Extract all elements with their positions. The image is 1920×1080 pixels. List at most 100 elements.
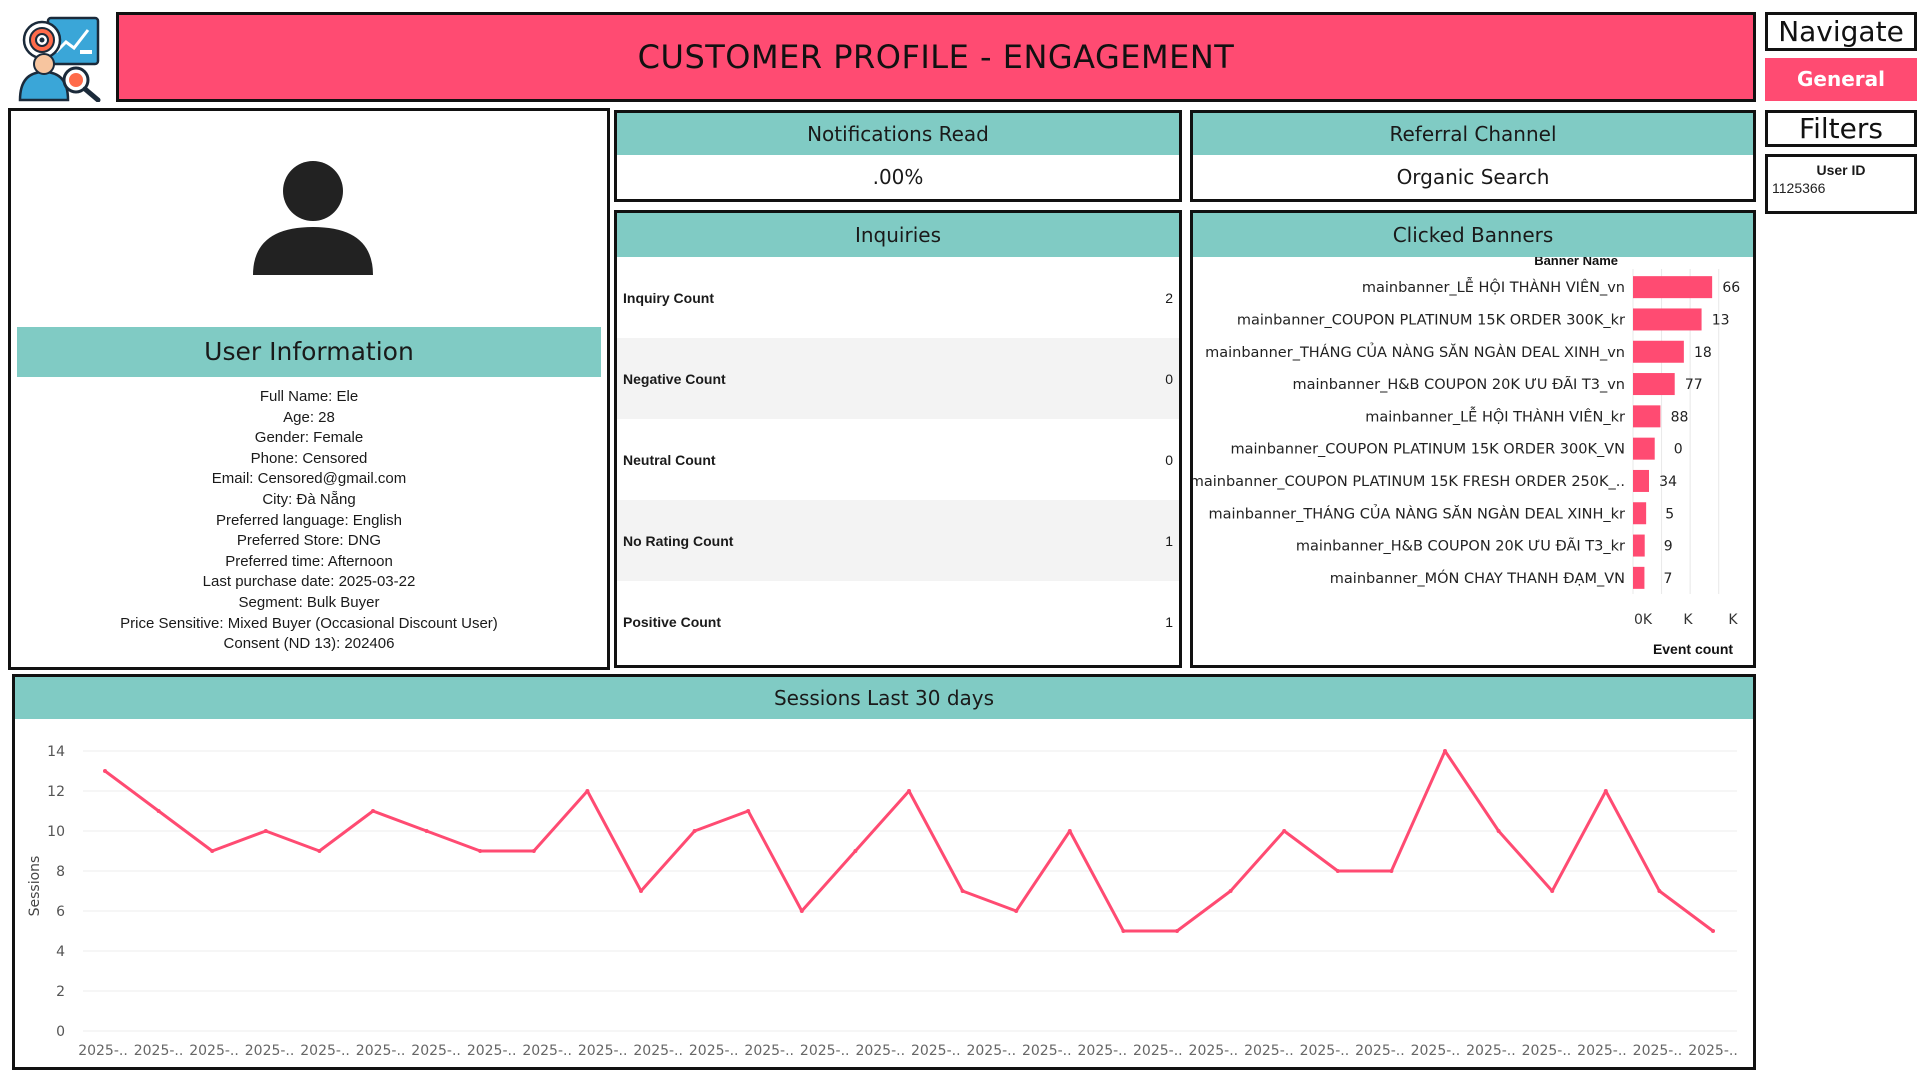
sessions-series-line[interactable] — [104, 749, 1714, 933]
sessions-point[interactable] — [639, 889, 643, 893]
banner-bar[interactable] — [1633, 405, 1661, 428]
sessions-point[interactable] — [746, 809, 751, 813]
sessions-x-tick-label: 2025-.. — [134, 1043, 184, 1059]
user-info-line: Full Name: Ele — [259, 388, 359, 405]
banner-value-label: 34 — [1659, 474, 1677, 490]
general-nav-button[interactable]: General — [1765, 58, 1917, 101]
table-row[interactable]: Positive Count 1 — [617, 581, 1179, 662]
inquiry-count-label: Inquiry Count — [623, 289, 714, 306]
sessions-title: Sessions Last 30 days — [15, 677, 1753, 719]
sessions-x-tick-label: 2025-.. — [578, 1043, 628, 1059]
sessions-point[interactable] — [1389, 869, 1394, 873]
banner-value-label: 66 — [1722, 280, 1740, 296]
sessions-point[interactable] — [1335, 869, 1340, 873]
sessions-point[interactable] — [156, 809, 161, 813]
sessions-point[interactable] — [692, 829, 697, 833]
sessions-point[interactable] — [424, 829, 429, 833]
sessions-x-tick-label: 2025-.. — [1244, 1043, 1294, 1059]
banner-bar[interactable] — [1633, 534, 1645, 557]
sessions-point[interactable] — [371, 809, 375, 813]
user-id-value[interactable]: 1125366 — [1772, 180, 1826, 196]
banner-bar[interactable] — [1633, 469, 1649, 492]
positive-count-label: Positive Count — [623, 613, 722, 630]
sessions-x-tick-label: 2025-.. — [78, 1043, 128, 1059]
sessions-point[interactable] — [1496, 829, 1501, 833]
user-info-line: City: Đà Nẵng — [262, 490, 356, 508]
user-info-line: Phone: Censored — [250, 449, 368, 467]
neutral-count-label: Neutral Count — [623, 451, 716, 468]
sessions-point[interactable] — [210, 849, 215, 853]
sessions-point[interactable] — [1121, 929, 1126, 933]
sessions-x-tick-label: 2025-.. — [1078, 1043, 1128, 1059]
sessions-point[interactable] — [1175, 929, 1179, 933]
sessions-x-tick-label: 2025-.. — [1189, 1043, 1239, 1059]
no-rating-count-label: No Rating Count — [623, 532, 734, 549]
banner-bar[interactable] — [1633, 340, 1684, 363]
notifications-read-card: Notifications Read .00% — [614, 110, 1182, 202]
sessions-x-tick-label: 2025-.. — [633, 1043, 683, 1059]
filters-heading: Filters — [1765, 110, 1917, 147]
title-banner: CUSTOMER PROFILE - ENGAGEMENT — [116, 12, 1756, 102]
sessions-point[interactable] — [478, 849, 483, 853]
sessions-point[interactable] — [531, 849, 536, 853]
positive-count-value: 1 — [1165, 613, 1173, 630]
sessions-point[interactable] — [1282, 829, 1287, 833]
banner-value-label: 7 — [1664, 571, 1673, 587]
banner-bar[interactable] — [1633, 373, 1675, 396]
user-info-list: Full Name: Ele Age: 28 Gender: Female Ph… — [11, 387, 607, 655]
referral-channel-card: Referral Channel Organic Search — [1190, 110, 1756, 202]
banner-category-label: mainbanner_COUPON PLATINUM 15K ORDER 300… — [1230, 442, 1625, 458]
user-info-line: Price Sensitive: Mixed Buyer (Occasional… — [120, 614, 498, 632]
user-info-line: Preferred Store: DNG — [236, 532, 382, 550]
sessions-x-tick-label: 2025-.. — [800, 1043, 850, 1059]
banner-bar[interactable] — [1633, 502, 1647, 525]
banner-axis-title: Banner Name — [1534, 257, 1618, 268]
user-info-line: Last purchase date: 2025-03-22 — [202, 573, 416, 591]
table-row[interactable]: Neutral Count 0 — [617, 419, 1179, 500]
table-row[interactable]: Inquiry Count 2 — [617, 257, 1179, 338]
banner-value-label: 88 — [1671, 409, 1689, 425]
sessions-point[interactable] — [960, 889, 965, 893]
user-info-panel: User Information Full Name: Ele Age: 28 … — [8, 108, 610, 670]
sessions-x-tick-label: 2025-.. — [1577, 1043, 1627, 1059]
table-row[interactable]: Negative Count 0 — [617, 338, 1179, 419]
banner-bar[interactable] — [1633, 308, 1702, 331]
sessions-point[interactable] — [1014, 909, 1019, 913]
sessions-point[interactable] — [317, 849, 322, 853]
sessions-point[interactable] — [585, 789, 590, 793]
sessions-point[interactable] — [907, 789, 911, 793]
sessions-point[interactable] — [103, 769, 107, 773]
sessions-point[interactable] — [1443, 749, 1447, 753]
user-info-line: Consent (ND 13): 202406 — [223, 635, 395, 653]
clicked-banners-chart: Banner Name mainbanner_LỄ HỘI THÀNH VIÊN_… — [1193, 257, 1740, 657]
banner-category-label: mainbanner_THÁNG CỦA NÀNG SĂN NGÀN DEAL … — [1205, 342, 1625, 361]
banner-bar[interactable] — [1633, 437, 1655, 460]
sessions-point[interactable] — [1711, 929, 1715, 933]
sessions-point[interactable] — [1550, 889, 1555, 893]
sessions-point[interactable] — [1603, 789, 1608, 793]
sessions-point[interactable] — [853, 849, 858, 853]
negative-count-label: Negative Count — [623, 370, 726, 387]
user-info-line: Preferred language: English — [216, 511, 402, 529]
banner-category-label: mainbanner_THÁNG CỦA NÀNG SĂN NGÀN DEAL … — [1209, 503, 1626, 522]
banner-value-label: 9 — [1664, 539, 1673, 555]
table-row[interactable]: No Rating Count 1 — [617, 500, 1179, 581]
banner-bar[interactable] — [1633, 566, 1645, 589]
sessions-point[interactable] — [799, 909, 804, 913]
sessions-y-tick-label: 10 — [47, 824, 65, 840]
sessions-point[interactable] — [1657, 889, 1662, 893]
sessions-point[interactable] — [1228, 889, 1233, 893]
banner-bar[interactable] — [1633, 276, 1713, 299]
banner-category-label: mainbanner_COUPON PLATINUM 15K FRESH ORD… — [1193, 474, 1625, 490]
sessions-x-tick-label: 2025-.. — [855, 1043, 905, 1059]
user-info-heading: User Information — [17, 327, 601, 377]
user-info-line: Email: Censored@gmail.com — [211, 470, 407, 488]
sessions-point[interactable] — [263, 829, 268, 833]
sessions-point[interactable] — [1067, 829, 1072, 833]
sessions-x-tick-label: 2025-.. — [1633, 1043, 1683, 1059]
user-id-filter[interactable]: User ID 1125366 — [1765, 154, 1917, 214]
sessions-x-tick-label: 2025-.. — [1466, 1043, 1516, 1059]
referral-channel-value: Organic Search — [1396, 165, 1550, 189]
banner-x-tick-label: K — [1683, 612, 1693, 628]
sessions-x-tick-label: 2025-.. — [1522, 1043, 1572, 1059]
